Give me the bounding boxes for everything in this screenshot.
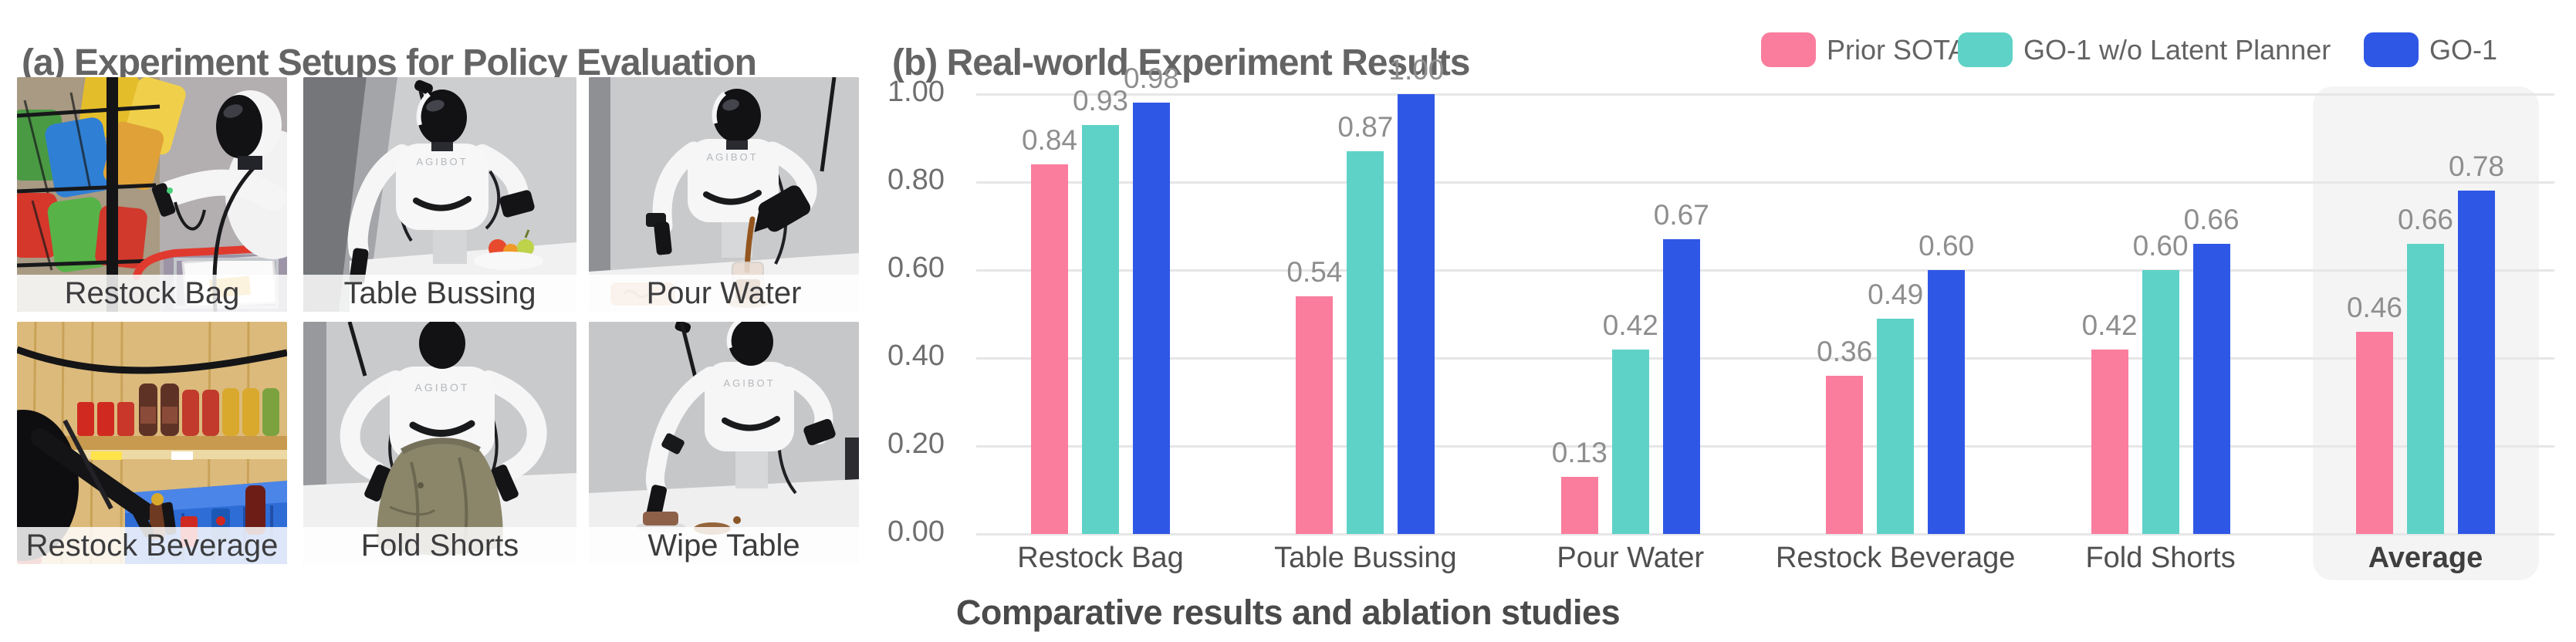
bar-average-go-1-w-o-latent-planner: [2407, 243, 2444, 534]
setup-label-table-bussing: Table Bussing: [303, 275, 576, 312]
bar-fold-shorts-go-1-w-o-latent-planner: [2142, 270, 2179, 534]
bar-average-prior-sota: [2356, 331, 2393, 534]
setup-label-restock-bag: Restock Bag: [17, 275, 287, 312]
setup-tile-table-bussing: AGIBOT Table Bussing: [303, 77, 576, 312]
setup-tile-pour-water: AGIBOT Pour Water: [589, 77, 859, 312]
category-label: Restock Bag: [1017, 542, 1184, 574]
gridline: [976, 93, 2554, 96]
bar-fold-shorts-prior-sota: [2091, 349, 2128, 534]
panel-a-title: (a) Experiment Setups for Policy Evaluat…: [22, 42, 757, 83]
bar-restock-bag-go-1-w-o-latent-planner: [1082, 124, 1119, 534]
bar-restock-beverage-go-1-w-o-latent-planner: [1877, 318, 1915, 534]
value-label: 0.36: [1817, 335, 1873, 367]
value-label: 0.13: [1551, 436, 1607, 468]
value-label: 0.67: [1653, 199, 1709, 231]
value-label: 0.60: [2132, 230, 2189, 262]
y-tick-label: 0.40: [887, 340, 945, 372]
setup-tile-fold-shorts: AGIBOT Fold Shorts: [303, 322, 576, 564]
legend-label-prior-sota: Prior SOTA: [1827, 34, 1967, 66]
legend-item-go1: GO-1: [2364, 32, 2497, 67]
setup-tile-wipe-table: AGIBOT Wipe Table: [589, 322, 859, 564]
category-label: Restock Beverage: [1775, 542, 2016, 574]
legend-label-go1: GO-1: [2429, 34, 2498, 66]
bar-restock-bag-go-1: [1133, 103, 1170, 534]
value-label: 0.46: [2346, 291, 2402, 323]
gridline: [976, 532, 2554, 536]
y-tick-label: 0.60: [887, 252, 945, 284]
value-label: 0.66: [2183, 203, 2240, 235]
bar-fold-shorts-go-1: [2192, 243, 2230, 534]
fold-shorts-photo: AGIBOT: [303, 322, 576, 564]
category-label: Average: [2368, 542, 2483, 574]
bar-table-bussing-go-1-w-o-latent-planner: [1347, 151, 1384, 534]
value-label: 0.93: [1072, 84, 1128, 117]
svg-text:AGIBOT: AGIBOT: [723, 377, 775, 389]
value-label: 0.87: [1337, 111, 1394, 144]
category-label: Table Bussing: [1274, 542, 1457, 574]
y-tick-label: 0.80: [887, 164, 945, 196]
legend-swatch-prior-sota: [1761, 32, 1816, 67]
legend-item-go1-wo-latent-planner: GO-1 w/o Latent Planner: [1958, 32, 2331, 67]
setup-label-restock-beverage: Restock Beverage: [17, 527, 287, 564]
category-label: Fold Shorts: [2085, 542, 2236, 574]
setup-label-pour-water: Pour Water: [589, 275, 859, 312]
gridline: [976, 356, 2554, 360]
svg-text:AGIBOT: AGIBOT: [416, 156, 468, 167]
legend-label-go1-wo-latent-planner: GO-1 w/o Latent Planner: [2023, 34, 2331, 66]
bar-restock-beverage-go-1: [1928, 270, 1966, 534]
setup-label-fold-shorts: Fold Shorts: [303, 527, 576, 564]
y-tick-label: 0.00: [887, 515, 945, 548]
value-label: 0.49: [1868, 278, 1924, 310]
wipe-table-photo: AGIBOT: [589, 322, 859, 564]
legend-item-prior-sota: Prior SOTA: [1761, 32, 1966, 67]
panel-b-title: (b) Real-world Experiment Results: [892, 42, 1470, 83]
legend-swatch-go1-wo-latent-planner: [1958, 32, 2013, 67]
gridline: [976, 269, 2554, 272]
bar-restock-bag-prior-sota: [1031, 164, 1068, 534]
value-label: 0.60: [1918, 230, 1975, 262]
value-label: 1.00: [1388, 54, 1445, 86]
value-label: 0.66: [2397, 203, 2453, 235]
setup-tile-restock-beverage: Restock Beverage: [17, 322, 287, 564]
legend-swatch-go1: [2364, 32, 2419, 67]
value-label: 0.54: [1286, 256, 1343, 289]
setup-label-wipe-table: Wipe Table: [589, 527, 859, 564]
bar-table-bussing-go-1: [1398, 94, 1435, 534]
value-label: 0.42: [1602, 309, 1658, 341]
bar-pour-water-go-1: [1662, 239, 1700, 534]
bar-average-go-1: [2458, 191, 2495, 534]
experiment-setup-grid: Restock Bag: [17, 77, 860, 564]
setup-tile-restock-bag: Restock Bag: [17, 77, 287, 312]
figure-caption: Comparative results and ablation studies: [955, 593, 1621, 632]
svg-text:AGIBOT: AGIBOT: [706, 151, 758, 163]
bar-table-bussing-prior-sota: [1296, 296, 1334, 534]
value-label: 0.98: [1123, 63, 1179, 95]
bar-restock-beverage-prior-sota: [1826, 375, 1864, 534]
y-tick-label: 0.20: [887, 427, 945, 460]
value-label: 0.78: [2448, 150, 2504, 183]
gridline: [976, 181, 2554, 184]
gridline: [976, 444, 2554, 448]
restock-beverage-photo: [17, 322, 287, 564]
bar-pour-water-go-1-w-o-latent-planner: [1611, 349, 1649, 534]
category-label: Pour Water: [1557, 542, 1705, 574]
bar-pour-water-prior-sota: [1560, 476, 1598, 534]
y-tick-label: 1.00: [887, 76, 945, 108]
svg-text:AGIBOT: AGIBOT: [415, 381, 470, 394]
value-label: 0.84: [1021, 124, 1077, 157]
value-label: 0.42: [2081, 309, 2138, 341]
